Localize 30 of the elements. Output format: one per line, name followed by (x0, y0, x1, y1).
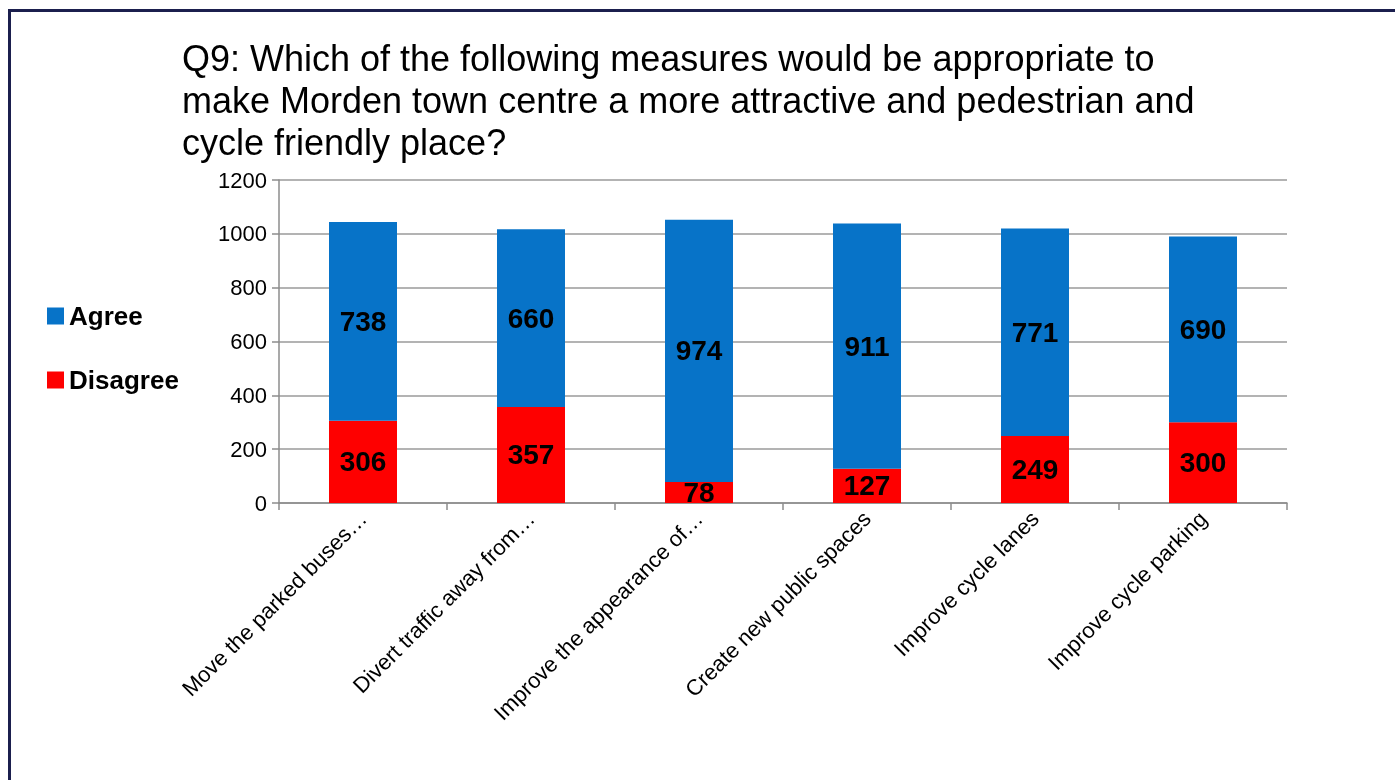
data-label: 306 (339, 446, 387, 478)
data-label: 911 (844, 330, 890, 362)
data-label: 660 (507, 302, 555, 334)
bar (665, 219, 733, 483)
bar (497, 406, 565, 503)
y-tick-label: 600 (230, 329, 267, 354)
y-tick-label: 800 (230, 275, 267, 301)
data-label: 249 (1011, 453, 1059, 485)
bar (1001, 228, 1069, 436)
y-tick-label: 1000 (218, 221, 267, 247)
bar (329, 221, 397, 421)
data-label: 127 (843, 470, 891, 502)
bar (497, 229, 565, 407)
y-tick-label: 200 (230, 436, 267, 462)
y-tick-label: 0 (254, 490, 267, 516)
data-label: 357 (507, 439, 555, 471)
legend-label: Disagree (69, 365, 179, 395)
bar (1169, 236, 1237, 423)
y-tick-label: 400 (230, 382, 267, 408)
data-label: 738 (339, 305, 387, 337)
bar (1169, 422, 1237, 503)
legend-label: Agree (69, 301, 143, 331)
data-label: 300 (1179, 447, 1227, 479)
data-label: 690 (1179, 313, 1227, 345)
bar (833, 223, 901, 469)
data-label: 974 (675, 335, 723, 367)
data-label: 78 (683, 477, 715, 508)
y-tick-label: 1200 (218, 167, 267, 193)
chart-title: Q9: Which of the following measures would be appropriate to make Morden town centre a more attractive and pedestrian and cycle friendly place? (182, 37, 1205, 163)
data-label: 771 (1011, 316, 1059, 348)
